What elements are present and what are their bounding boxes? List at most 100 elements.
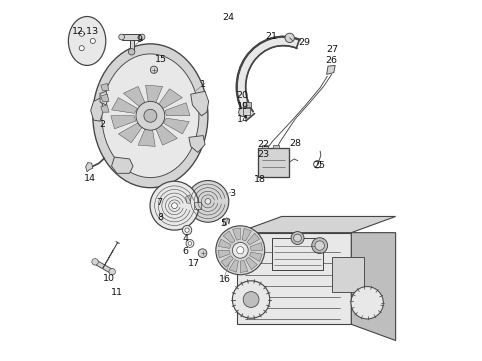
Bar bbox=[272, 238, 323, 270]
Ellipse shape bbox=[312, 238, 328, 253]
Polygon shape bbox=[111, 116, 136, 129]
Ellipse shape bbox=[315, 241, 324, 250]
Text: 7: 7 bbox=[156, 197, 162, 206]
Ellipse shape bbox=[294, 234, 301, 242]
Polygon shape bbox=[111, 97, 137, 113]
Polygon shape bbox=[327, 65, 335, 74]
Ellipse shape bbox=[92, 258, 98, 265]
Ellipse shape bbox=[128, 48, 135, 55]
Polygon shape bbox=[241, 260, 248, 273]
Text: 26: 26 bbox=[325, 56, 337, 65]
Text: 24: 24 bbox=[222, 13, 234, 22]
Text: 27: 27 bbox=[326, 45, 338, 54]
Text: 1: 1 bbox=[200, 80, 206, 88]
Ellipse shape bbox=[291, 231, 304, 244]
Polygon shape bbox=[186, 195, 191, 203]
Bar bbox=[333, 257, 364, 292]
Polygon shape bbox=[247, 233, 260, 245]
Polygon shape bbox=[121, 35, 142, 40]
Text: 6: 6 bbox=[182, 247, 188, 256]
Text: 14: 14 bbox=[238, 115, 249, 124]
Polygon shape bbox=[163, 118, 189, 134]
Ellipse shape bbox=[109, 269, 115, 275]
Ellipse shape bbox=[188, 242, 192, 245]
Ellipse shape bbox=[351, 287, 383, 319]
Polygon shape bbox=[223, 231, 235, 243]
Ellipse shape bbox=[172, 203, 177, 209]
Ellipse shape bbox=[185, 228, 189, 232]
Text: 20: 20 bbox=[237, 91, 249, 100]
Ellipse shape bbox=[150, 181, 199, 230]
Polygon shape bbox=[146, 85, 162, 104]
Polygon shape bbox=[237, 37, 299, 119]
Ellipse shape bbox=[150, 66, 158, 73]
Bar bbox=[243, 108, 250, 115]
Text: 12,13: 12,13 bbox=[72, 27, 99, 36]
Polygon shape bbox=[238, 217, 396, 232]
Text: 23: 23 bbox=[257, 150, 269, 159]
Bar bbox=[243, 102, 251, 107]
Polygon shape bbox=[91, 98, 104, 121]
Bar bbox=[273, 144, 279, 148]
Text: 3: 3 bbox=[229, 189, 235, 198]
Polygon shape bbox=[130, 40, 134, 51]
Ellipse shape bbox=[102, 54, 199, 178]
Polygon shape bbox=[86, 162, 93, 172]
Polygon shape bbox=[229, 260, 239, 272]
Polygon shape bbox=[218, 239, 231, 248]
Ellipse shape bbox=[119, 34, 124, 40]
Polygon shape bbox=[242, 228, 252, 241]
Ellipse shape bbox=[79, 31, 84, 36]
Text: 5: 5 bbox=[220, 219, 227, 228]
Ellipse shape bbox=[182, 226, 192, 235]
Ellipse shape bbox=[186, 239, 194, 247]
Text: 28: 28 bbox=[289, 139, 301, 148]
Ellipse shape bbox=[198, 249, 207, 257]
Text: 16: 16 bbox=[219, 275, 231, 284]
Ellipse shape bbox=[232, 242, 248, 258]
Polygon shape bbox=[100, 91, 108, 105]
Polygon shape bbox=[158, 89, 182, 108]
Text: 29: 29 bbox=[298, 38, 310, 47]
Ellipse shape bbox=[205, 199, 211, 204]
Polygon shape bbox=[101, 83, 109, 91]
Polygon shape bbox=[111, 157, 133, 173]
Ellipse shape bbox=[79, 45, 84, 51]
Polygon shape bbox=[191, 91, 209, 116]
Text: 14: 14 bbox=[83, 174, 95, 183]
Ellipse shape bbox=[285, 33, 295, 43]
Polygon shape bbox=[221, 256, 233, 268]
Text: 2: 2 bbox=[99, 120, 105, 129]
Ellipse shape bbox=[237, 247, 244, 254]
Text: 17: 17 bbox=[188, 259, 200, 268]
Text: 8: 8 bbox=[157, 213, 163, 222]
Bar bbox=[258, 148, 289, 177]
Polygon shape bbox=[238, 232, 351, 324]
Text: 11: 11 bbox=[110, 288, 122, 297]
Ellipse shape bbox=[239, 108, 247, 117]
Text: 15: 15 bbox=[155, 55, 167, 64]
Polygon shape bbox=[165, 103, 190, 116]
Polygon shape bbox=[250, 252, 262, 261]
Polygon shape bbox=[103, 250, 113, 268]
Ellipse shape bbox=[139, 34, 145, 40]
Bar bbox=[262, 144, 268, 148]
Polygon shape bbox=[246, 257, 257, 270]
Ellipse shape bbox=[136, 101, 165, 130]
Polygon shape bbox=[223, 218, 228, 225]
Ellipse shape bbox=[243, 292, 259, 308]
Polygon shape bbox=[155, 125, 177, 145]
Text: 25: 25 bbox=[314, 161, 326, 170]
Text: 21: 21 bbox=[266, 32, 278, 41]
Ellipse shape bbox=[93, 44, 208, 188]
Polygon shape bbox=[94, 260, 113, 274]
Ellipse shape bbox=[216, 226, 265, 275]
Polygon shape bbox=[189, 135, 205, 152]
Polygon shape bbox=[194, 202, 201, 209]
Polygon shape bbox=[119, 123, 143, 143]
Ellipse shape bbox=[232, 281, 270, 318]
Ellipse shape bbox=[68, 17, 106, 65]
Text: 4: 4 bbox=[182, 234, 188, 243]
Text: 9: 9 bbox=[136, 35, 142, 44]
Polygon shape bbox=[351, 232, 396, 340]
